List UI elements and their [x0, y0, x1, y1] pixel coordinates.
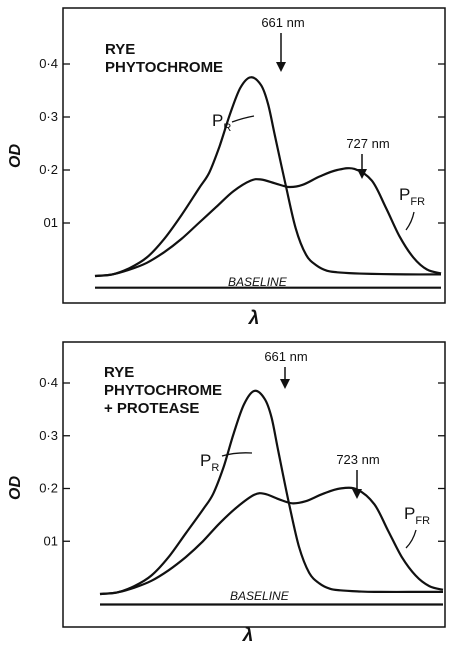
- panel-2-curve-pfr: [99, 486, 444, 596]
- panel-1-frame: [62, 7, 446, 304]
- panel-2-curve-pr: [99, 389, 443, 596]
- panel-2-pointer-pr: [221, 452, 253, 457]
- panel-2-label-pr-main: P: [200, 451, 211, 470]
- panel-1-ytick-label-3: 0·4: [39, 56, 58, 71]
- panel-2-label-pr: PR: [200, 451, 219, 474]
- panel-2-peak-arrowhead-661: [280, 379, 290, 389]
- panel-1-pointer-pfr: [405, 211, 415, 231]
- panel-2-title-line-1: RYE: [104, 364, 134, 381]
- panel-2-ytick-label-3: 0·4: [39, 375, 58, 390]
- panel-1-label-pr-sub: R: [223, 122, 231, 134]
- panel-1-label-pfr-sub: FR: [410, 196, 425, 208]
- panel-2-pointer-pfr: [405, 529, 417, 549]
- panel-2-xlabel: λ: [242, 625, 254, 645]
- panel-1-ylabel: OD: [7, 144, 24, 168]
- panel-2-label-pfr-main: P: [404, 504, 415, 523]
- panel-2-baseline-label: BASELINE: [230, 589, 290, 603]
- panel-2-label-pfr-sub: FR: [415, 515, 430, 527]
- panel-2-ytick-label-1: 0·2: [39, 481, 58, 496]
- panel-2-ytick-label-0: 01: [44, 533, 58, 548]
- panel-1: RYE PHYTOCHROME OD λ 661 nm 727 nm PR PF…: [7, 7, 446, 329]
- panel-1-pointer-pr: [231, 115, 255, 123]
- panel-1-label-pr-main: P: [212, 111, 223, 130]
- panel-1-ticks: 01 0·2 0·3 0·4: [39, 56, 445, 230]
- panel-1-label-pfr-main: P: [399, 185, 410, 204]
- panel-2-label-pr-sub: R: [211, 462, 219, 474]
- panel-1-title-line-2: PHYTOCHROME: [105, 59, 223, 76]
- panel-2-title-line-3: + PROTEASE: [104, 400, 199, 417]
- panel-2-frame: [62, 341, 446, 628]
- panel-2-curves: [99, 389, 444, 606]
- panel-1-curve-pr: [94, 76, 442, 278]
- panel-2-peak-label-723: 723 nm: [336, 452, 379, 467]
- panel-1-ytick-label-2: 0·3: [39, 109, 58, 124]
- panel-1-baseline-label: BASELINE: [228, 275, 288, 289]
- panel-1-ytick-label-1: 0·2: [39, 162, 58, 177]
- panel-1-label-pfr: PFR: [399, 185, 425, 208]
- panel-1-xlabel: λ: [248, 308, 260, 329]
- panel-1-annotations: 661 nm 727 nm PR PFR BASELINE: [212, 15, 425, 289]
- panel-1-curves: [94, 76, 442, 289]
- panel-1-peak-label-661: 661 nm: [261, 15, 304, 30]
- panel-1-peak-arrowhead-727: [357, 169, 367, 179]
- panel-2: RYE PHYTOCHROME + PROTEASE OD λ 661 nm 7…: [7, 341, 446, 645]
- panel-1-title-line-1: RYE: [105, 41, 135, 58]
- panel-2-peak-label-661: 661 nm: [264, 349, 307, 364]
- panel-2-peak-arrowhead-723: [352, 489, 362, 499]
- panel-2-title-line-2: PHYTOCHROME: [104, 382, 222, 399]
- panel-2-ytick-label-2: 0·3: [39, 428, 58, 443]
- panel-2-label-pfr: PFR: [404, 504, 430, 527]
- panel-1-label-pr: PR: [212, 111, 231, 134]
- panel-2-ylabel: OD: [7, 476, 24, 500]
- panel-1-ytick-label-0: 01: [44, 215, 58, 230]
- panel-2-annotations: 661 nm 723 nm PR PFR BASELINE: [200, 349, 430, 603]
- panel-2-ticks: 01 0·2 0·3 0·4: [39, 375, 445, 548]
- panel-1-curve-pfr: [94, 167, 442, 278]
- panel-1-peak-label-727: 727 nm: [346, 136, 389, 151]
- panel-1-peak-arrowhead-661: [276, 62, 286, 72]
